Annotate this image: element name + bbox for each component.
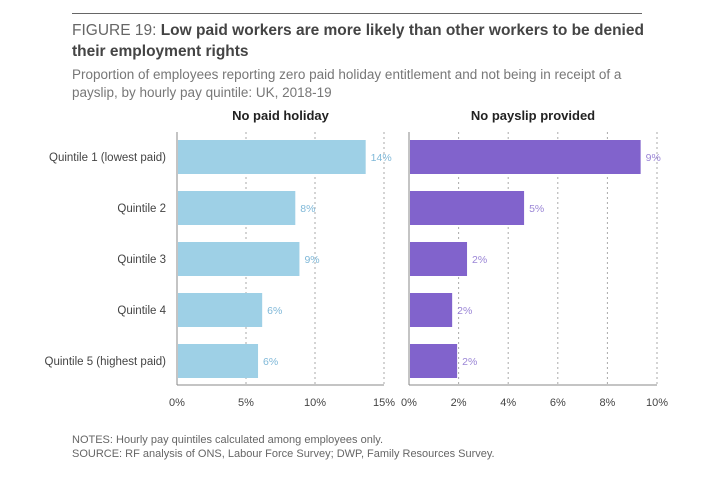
data-label: 6% (267, 305, 282, 317)
category-label: Quintile 2 (117, 203, 166, 215)
x-tick-label: 10% (646, 397, 668, 409)
bar (178, 344, 259, 378)
data-label: 2% (472, 254, 487, 266)
x-tick-label: 6% (550, 397, 566, 409)
category-label: Quintile 1 (lowest paid) (49, 152, 166, 164)
bar (178, 191, 296, 225)
category-label: Quintile 4 (117, 305, 166, 317)
data-label: 5% (529, 203, 544, 215)
bar (410, 344, 458, 378)
data-label: 2% (457, 305, 472, 317)
data-label: 2% (462, 356, 477, 368)
x-tick-label: 4% (500, 397, 516, 409)
figure-number: FIGURE 19: (72, 22, 161, 39)
bar (178, 140, 366, 174)
bar (410, 242, 468, 276)
bar (410, 191, 525, 225)
panel-title-no-payslip: No payslip provided (470, 108, 596, 123)
data-label: 6% (263, 356, 278, 368)
figure-title: FIGURE 19: Low paid workers are more lik… (72, 20, 662, 62)
notes-text: NOTES: Hourly pay quintiles calculated a… (72, 434, 384, 446)
bar (178, 293, 263, 327)
category-label: Quintile 5 (highest paid) (45, 356, 167, 368)
category-label: Quintile 3 (117, 254, 166, 266)
figure-subtitle: Proportion of employees reporting zero p… (72, 67, 622, 100)
top-rule (72, 13, 642, 14)
data-label: 9% (304, 254, 319, 266)
x-tick-label: 10% (304, 397, 326, 409)
footnotes: NOTES: Hourly pay quintiles calculated a… (72, 433, 495, 461)
data-label: 14% (371, 152, 392, 164)
bar (178, 242, 300, 276)
source-text: SOURCE: RF analysis of ONS, Labour Force… (72, 448, 495, 460)
data-label: 8% (300, 203, 315, 215)
x-tick-label: 0% (401, 397, 417, 409)
x-tick-label: 0% (169, 397, 185, 409)
x-tick-label: 2% (451, 397, 467, 409)
x-tick-label: 15% (373, 397, 395, 409)
bar (410, 140, 641, 174)
x-tick-label: 8% (599, 397, 615, 409)
x-tick-label: 5% (238, 397, 254, 409)
bar (410, 293, 453, 327)
panel-title-no-paid-holiday: No paid holiday (232, 108, 329, 123)
figure-headline: Low paid workers are more likely than ot… (72, 22, 644, 60)
data-label: 9% (646, 152, 661, 164)
